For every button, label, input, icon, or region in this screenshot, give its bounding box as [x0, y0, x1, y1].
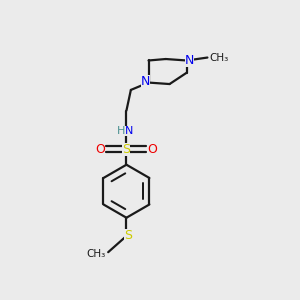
Text: S: S [124, 230, 132, 242]
Text: S: S [122, 143, 130, 156]
Text: O: O [147, 143, 157, 156]
Text: O: O [96, 143, 106, 156]
Text: H: H [117, 126, 125, 136]
Text: CH₃: CH₃ [86, 249, 105, 259]
Text: CH₃: CH₃ [210, 52, 229, 62]
Text: N: N [141, 75, 150, 88]
Text: N: N [185, 54, 194, 67]
Text: N: N [125, 126, 134, 136]
